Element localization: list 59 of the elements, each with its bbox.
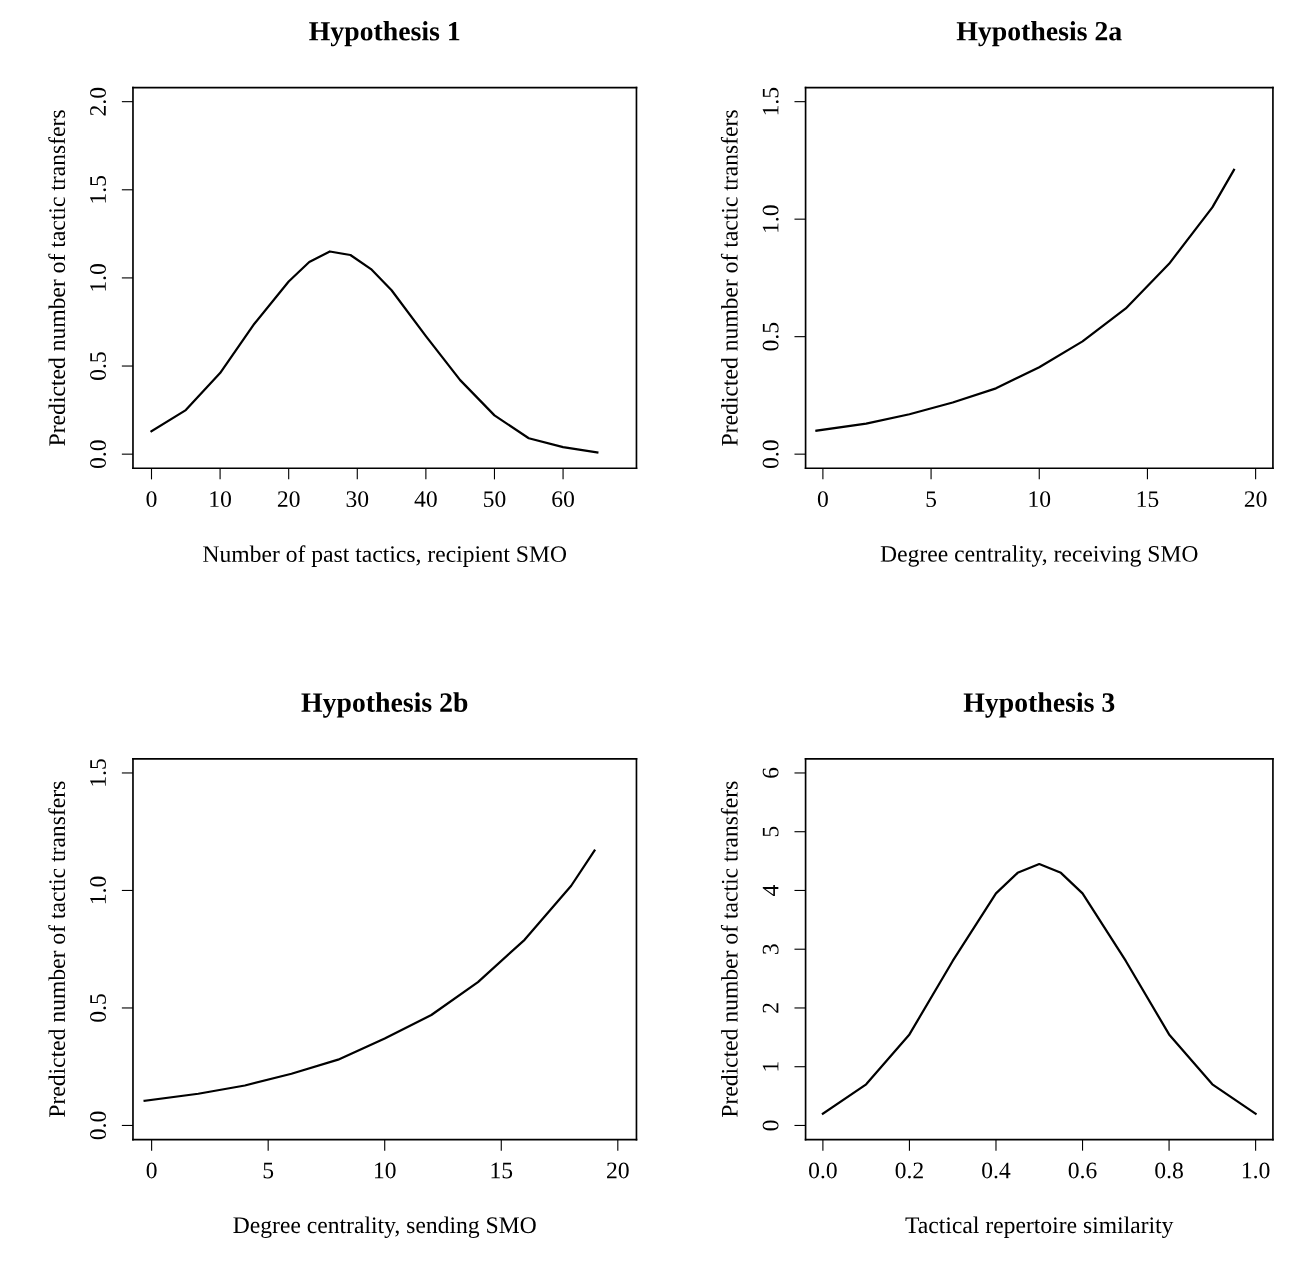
x-tick-label: 10 <box>374 1162 396 1179</box>
x-tick-label: 30 <box>346 491 369 508</box>
y-tick-label: 5 <box>762 826 779 837</box>
y-tick-label: 1 <box>762 1062 779 1071</box>
x-tick-label: 50 <box>484 491 506 508</box>
x-tick-label: 20 <box>277 491 300 508</box>
x-tick-label: 60 <box>552 491 574 508</box>
y-tick-label: 0.5 <box>90 994 107 1022</box>
x-tick-label: 0 <box>146 491 157 508</box>
x-axis-title: Degree centrality, sending SMO <box>233 1216 536 1239</box>
x-tick-label: 40 <box>414 491 437 508</box>
x-tick-label: 10 <box>210 491 231 508</box>
x-tick-label: 5 <box>926 491 937 508</box>
x-tick-label: 0.8 <box>1155 1162 1183 1179</box>
x-tick-label: 15 <box>491 1162 513 1179</box>
chart-title: Hypothesis 2b <box>301 692 468 718</box>
chart-title: Hypothesis 1 <box>309 21 460 47</box>
y-tick-label: 0.5 <box>90 352 107 380</box>
y-tick-label: 1.5 <box>762 87 779 115</box>
y-tick-label: 0.0 <box>762 440 779 469</box>
y-axis-title: Predicted number of tactic transfers <box>48 781 66 1118</box>
x-axis-title: Tactical repertoire similarity <box>905 1216 1174 1239</box>
y-tick-label: 4 <box>762 884 779 896</box>
x-tick-label: 20 <box>607 1162 629 1179</box>
y-tick-label: 0.5 <box>762 322 779 351</box>
y-tick-label: 3 <box>762 944 779 954</box>
x-tick-label: 10 <box>1029 491 1051 508</box>
x-tick-label: 15 <box>1137 491 1159 508</box>
line-series <box>150 250 599 454</box>
y-tick-label: 2 <box>762 1003 779 1013</box>
y-tick-label: 1.5 <box>90 175 107 203</box>
x-tick-label: 5 <box>263 1162 274 1179</box>
line-series <box>821 862 1257 1115</box>
line-series <box>143 849 596 1102</box>
y-tick-label: 2.0 <box>90 87 107 116</box>
line-series <box>815 168 1236 432</box>
x-tick-label: 0 <box>817 491 828 508</box>
y-axis-title: Predicted number of tactic transfers <box>720 781 738 1118</box>
y-tick-label: 0 <box>762 1120 779 1131</box>
y-axis-title: Predicted number of tactic transfers <box>720 110 738 446</box>
chart-title: Hypothesis 3 <box>963 692 1115 718</box>
y-tick-label: 0.0 <box>90 1111 107 1140</box>
y-tick-label: 1.0 <box>762 205 779 232</box>
x-axis-title: Number of past tactics, recipient SMO <box>203 545 567 567</box>
y-tick-label: 1.0 <box>90 264 107 291</box>
x-tick-label: 0.2 <box>895 1162 923 1179</box>
y-tick-label: 0.0 <box>90 440 107 469</box>
x-tick-label: 0 <box>146 1162 157 1179</box>
y-tick-label: 6 <box>762 767 779 778</box>
x-tick-label: 0.0 <box>809 1162 837 1179</box>
y-tick-label: 1.0 <box>90 876 107 904</box>
x-tick-label: 1.0 <box>1242 1162 1270 1179</box>
y-tick-label: 1.5 <box>90 759 107 786</box>
y-axis-title: Predicted number of tactic transfers <box>48 110 66 446</box>
x-tick-label: 0.6 <box>1068 1162 1097 1179</box>
x-tick-label: 0.4 <box>982 1162 1011 1179</box>
chart-title: Hypothesis 2a <box>956 21 1122 47</box>
x-tick-label: 20 <box>1244 491 1267 508</box>
x-axis-title: Degree centrality, receiving SMO <box>880 545 1198 567</box>
